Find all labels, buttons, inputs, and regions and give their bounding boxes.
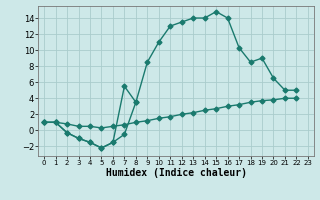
X-axis label: Humidex (Indice chaleur): Humidex (Indice chaleur) [106, 168, 246, 178]
